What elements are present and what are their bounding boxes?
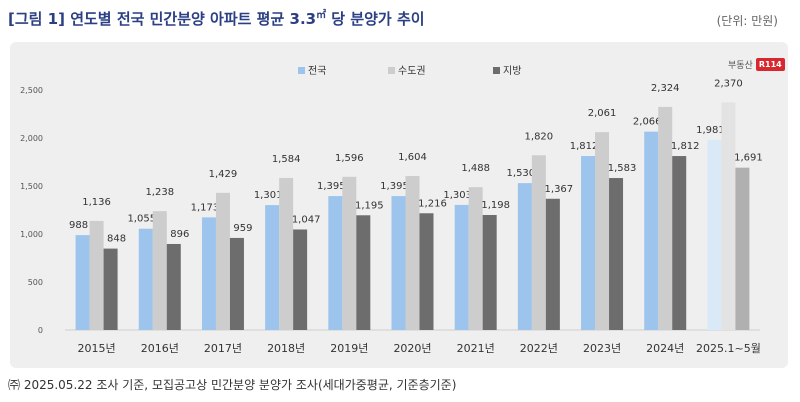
bar-전국 xyxy=(581,156,596,330)
bar-chart: 0 500 1,000 1,500 2,000 2,500 988 1,136 848 2015년… xyxy=(20,65,763,355)
data-label: 1,195 xyxy=(355,200,384,211)
legend-label: 전국 xyxy=(308,65,326,77)
data-label: 1,596 xyxy=(335,153,364,164)
data-label: 1,395 xyxy=(317,181,346,192)
x-tick-label: 2024년 xyxy=(646,342,684,355)
data-label: 1,216 xyxy=(418,198,447,209)
bar-지방 xyxy=(735,167,750,330)
data-label: 1,136 xyxy=(82,197,111,208)
source-logo: 부동산 R114 xyxy=(728,58,785,71)
data-label: 1,488 xyxy=(461,163,490,174)
bar-전국 xyxy=(644,131,659,330)
bar-전국 xyxy=(201,217,216,330)
bar-지방 xyxy=(293,229,308,330)
data-label: 1,604 xyxy=(398,152,427,163)
bar-지방 xyxy=(482,214,497,330)
data-label: 2,066 xyxy=(633,117,662,128)
bar-수도권 xyxy=(595,132,610,330)
data-label: 1,812 xyxy=(570,141,599,152)
bar-수도권 xyxy=(342,176,357,330)
legend-label: 수도권 xyxy=(398,65,426,77)
data-label: 2,324 xyxy=(651,83,680,94)
data-label: 1,691 xyxy=(734,153,763,164)
bar-지방 xyxy=(419,213,434,330)
x-tick-label: 2018년 xyxy=(267,342,305,355)
bar-지방 xyxy=(166,243,181,330)
y-tick-label: 1,500 xyxy=(20,182,43,191)
x-tick-label: 2016년 xyxy=(141,342,179,355)
data-label: 1,367 xyxy=(545,184,574,195)
bar-수도권 xyxy=(89,220,104,330)
bar-수도권 xyxy=(405,176,420,330)
bar-수도권 xyxy=(152,211,167,330)
bar-지방 xyxy=(609,178,624,330)
legend-swatch xyxy=(493,67,500,74)
data-label: 1,173 xyxy=(191,202,220,213)
x-tick-label: 2019년 xyxy=(330,342,368,355)
bar-지방 xyxy=(672,156,687,330)
x-tick-label: 2017년 xyxy=(204,342,242,355)
data-label: 1,395 xyxy=(380,181,409,192)
data-label: 896 xyxy=(170,229,189,240)
bar-전국 xyxy=(328,196,343,330)
data-label: 1,198 xyxy=(481,200,510,211)
bar-전국 xyxy=(454,204,469,330)
data-label: 959 xyxy=(233,223,252,234)
y-tick-label: 0 xyxy=(38,326,43,335)
legend-label: 지방 xyxy=(503,65,521,77)
data-label: 1,238 xyxy=(145,187,174,198)
data-label: 1,530 xyxy=(507,168,536,179)
data-label: 1,303 xyxy=(443,190,472,201)
y-tick-label: 1,000 xyxy=(20,230,43,239)
data-label: 1,055 xyxy=(127,214,156,225)
data-label: 1,812 xyxy=(671,141,700,152)
data-label: 848 xyxy=(107,234,126,245)
x-tick-label: 2025.1~5월 xyxy=(696,342,761,355)
bar-전국 xyxy=(517,183,532,330)
legend-swatch xyxy=(298,67,305,74)
bar-지방 xyxy=(229,237,244,330)
bar-전국 xyxy=(138,228,153,330)
logo-text: 부동산 xyxy=(728,61,753,71)
x-tick-label: 2021년 xyxy=(457,342,495,355)
bar-수도권 xyxy=(658,106,673,331)
x-tick-label: 2022년 xyxy=(520,342,558,355)
data-label: 1,047 xyxy=(292,214,321,225)
bar-수도권 xyxy=(279,177,294,330)
data-label: 1,820 xyxy=(525,131,554,142)
data-label: 1,584 xyxy=(272,154,301,165)
bar-수도권 xyxy=(215,192,230,330)
x-tick-label: 2023년 xyxy=(583,342,621,355)
data-label: 2,370 xyxy=(714,78,743,89)
x-tick-label: 2015년 xyxy=(78,342,116,355)
chart-title-unit-sup: ㎡ xyxy=(316,10,327,21)
data-label: 1,583 xyxy=(608,163,637,174)
bar-전국 xyxy=(75,235,90,330)
x-tick-label: 2020년 xyxy=(393,342,431,355)
y-tick-label: 2,000 xyxy=(20,134,43,143)
data-label: 1,981 xyxy=(696,125,725,136)
chart-title-suffix: 당 분양가 추이 xyxy=(326,10,425,28)
chart-title-main: [그림 1] 연도별 전국 민간분양 아파트 평균 3.3 xyxy=(8,10,317,28)
footnote: ㈜ 2025.05.22 조사 기준, 모집공고상 민간분양 분양가 조사(세대… xyxy=(8,378,457,392)
legend-swatch xyxy=(388,67,395,74)
bar-지방 xyxy=(103,248,118,330)
bar-수도권 xyxy=(468,187,483,330)
bar-전국 xyxy=(391,196,406,330)
data-label: 1,429 xyxy=(209,169,238,180)
unit-label: (단위: 만원) xyxy=(716,14,778,28)
y-tick-label: 2,500 xyxy=(20,86,43,95)
bar-수도권 xyxy=(721,102,736,330)
bar-지방 xyxy=(545,198,560,330)
bar-수도권 xyxy=(531,155,546,330)
data-label: 2,061 xyxy=(588,108,617,119)
y-tick-label: 500 xyxy=(28,278,43,287)
bar-전국 xyxy=(265,205,280,330)
data-label: 988 xyxy=(69,220,88,231)
logo-mark: R114 xyxy=(755,58,785,71)
data-label: 1,301 xyxy=(254,190,283,201)
chart-title: [그림 1] 연도별 전국 민간분양 아파트 평균 3.3㎡ 당 분양가 추이 xyxy=(8,6,425,29)
bar-지방 xyxy=(356,215,371,330)
bar-전국 xyxy=(707,139,722,330)
